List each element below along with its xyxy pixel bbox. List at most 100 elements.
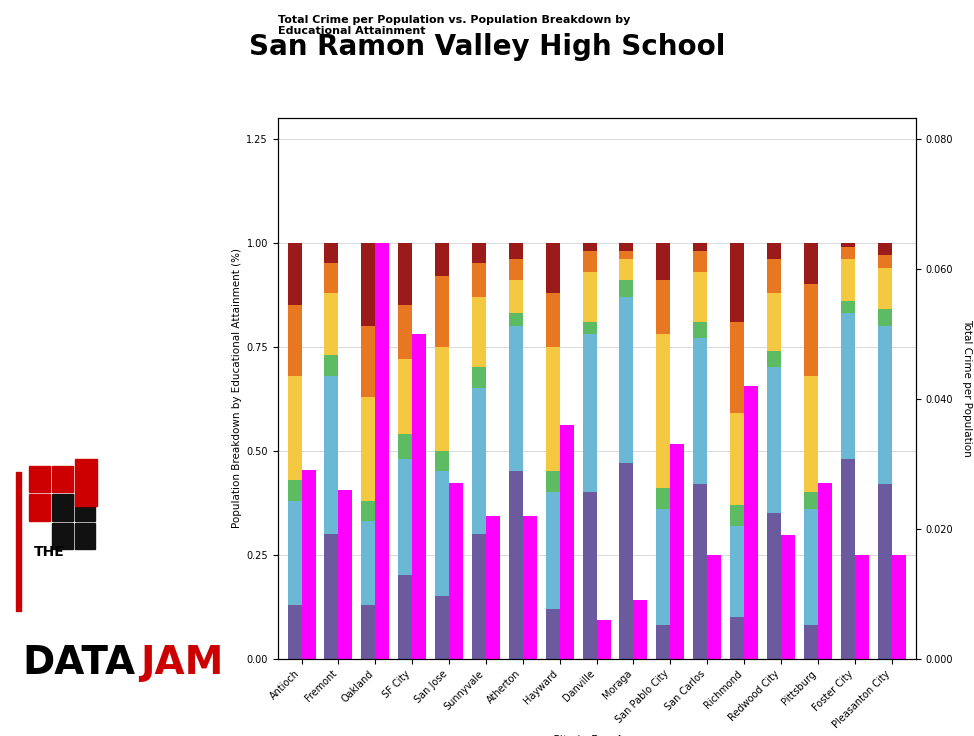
Bar bbox=[619, 280, 633, 297]
Bar bbox=[730, 505, 744, 526]
Bar bbox=[878, 326, 891, 484]
Bar bbox=[74, 523, 95, 549]
Text: San Ramon Valley High School: San Ramon Valley High School bbox=[248, 33, 726, 61]
Bar bbox=[582, 492, 596, 659]
Bar bbox=[855, 555, 869, 659]
Bar bbox=[707, 555, 721, 659]
Bar bbox=[767, 292, 781, 351]
Bar bbox=[361, 243, 375, 326]
Bar bbox=[472, 243, 486, 263]
Bar bbox=[878, 243, 891, 255]
Bar bbox=[472, 263, 486, 297]
Bar bbox=[693, 251, 707, 272]
Bar bbox=[730, 526, 744, 617]
Bar bbox=[361, 326, 375, 397]
Bar bbox=[767, 513, 781, 659]
Bar bbox=[560, 425, 574, 659]
Bar bbox=[633, 600, 648, 659]
Bar bbox=[619, 297, 633, 463]
Text: THE: THE bbox=[34, 545, 65, 559]
Bar bbox=[361, 500, 375, 521]
Bar bbox=[693, 322, 707, 339]
Bar bbox=[52, 523, 73, 549]
Bar bbox=[435, 472, 449, 596]
Bar bbox=[324, 243, 338, 263]
Text: Total Crime per Population vs. Population Breakdown by
Educational Attainment: Total Crime per Population vs. Populatio… bbox=[278, 15, 630, 36]
Bar bbox=[435, 450, 449, 472]
Bar bbox=[523, 516, 537, 659]
Bar bbox=[74, 459, 97, 506]
Bar bbox=[841, 247, 855, 259]
Bar bbox=[375, 243, 390, 659]
Bar bbox=[398, 305, 412, 359]
Bar bbox=[656, 488, 670, 509]
Bar bbox=[398, 359, 412, 434]
Bar bbox=[508, 280, 523, 314]
Bar bbox=[878, 268, 891, 309]
Bar bbox=[878, 309, 891, 326]
Bar bbox=[52, 495, 73, 520]
Bar bbox=[508, 314, 523, 326]
Bar bbox=[435, 347, 449, 450]
Bar bbox=[891, 555, 906, 659]
Bar bbox=[693, 484, 707, 659]
Bar bbox=[508, 259, 523, 280]
Bar bbox=[287, 605, 302, 659]
Bar bbox=[693, 243, 707, 251]
Bar bbox=[74, 495, 95, 520]
Bar bbox=[804, 626, 818, 659]
Bar bbox=[804, 509, 818, 626]
Bar bbox=[435, 276, 449, 347]
Bar bbox=[619, 243, 633, 251]
Bar bbox=[730, 243, 744, 322]
Bar bbox=[287, 305, 302, 376]
Bar bbox=[582, 322, 596, 334]
Bar bbox=[324, 355, 338, 376]
Bar bbox=[730, 617, 744, 659]
Bar bbox=[545, 472, 560, 492]
Bar bbox=[804, 243, 818, 284]
Bar bbox=[545, 243, 560, 292]
Bar bbox=[878, 255, 891, 268]
Bar bbox=[472, 297, 486, 367]
Bar bbox=[596, 620, 611, 659]
Bar bbox=[287, 500, 302, 605]
Bar bbox=[878, 484, 891, 659]
Bar bbox=[619, 251, 633, 259]
Bar bbox=[656, 243, 670, 280]
Bar bbox=[324, 292, 338, 355]
X-axis label: City in Bay Area: City in Bay Area bbox=[552, 735, 641, 736]
Bar bbox=[693, 339, 707, 484]
Bar bbox=[435, 596, 449, 659]
Bar bbox=[16, 472, 21, 611]
Bar bbox=[398, 576, 412, 659]
Bar bbox=[767, 243, 781, 259]
Bar bbox=[582, 334, 596, 492]
Bar bbox=[767, 367, 781, 513]
Bar bbox=[656, 509, 670, 626]
Bar bbox=[582, 243, 596, 251]
Bar bbox=[693, 272, 707, 322]
Bar bbox=[361, 397, 375, 500]
Bar bbox=[472, 367, 486, 389]
Bar bbox=[29, 495, 50, 520]
Bar bbox=[804, 284, 818, 376]
Bar bbox=[338, 489, 353, 659]
Bar bbox=[472, 389, 486, 534]
Bar bbox=[302, 470, 316, 659]
Bar bbox=[398, 243, 412, 305]
Bar bbox=[545, 492, 560, 609]
Bar bbox=[29, 466, 50, 492]
Bar bbox=[656, 334, 670, 488]
Bar bbox=[486, 516, 500, 659]
Bar bbox=[767, 351, 781, 367]
Bar bbox=[508, 472, 523, 659]
Bar bbox=[656, 626, 670, 659]
Bar bbox=[398, 434, 412, 459]
Bar bbox=[767, 259, 781, 292]
Bar bbox=[435, 243, 449, 276]
Bar bbox=[841, 259, 855, 301]
Bar bbox=[841, 301, 855, 314]
Bar bbox=[324, 263, 338, 292]
Bar bbox=[730, 413, 744, 505]
